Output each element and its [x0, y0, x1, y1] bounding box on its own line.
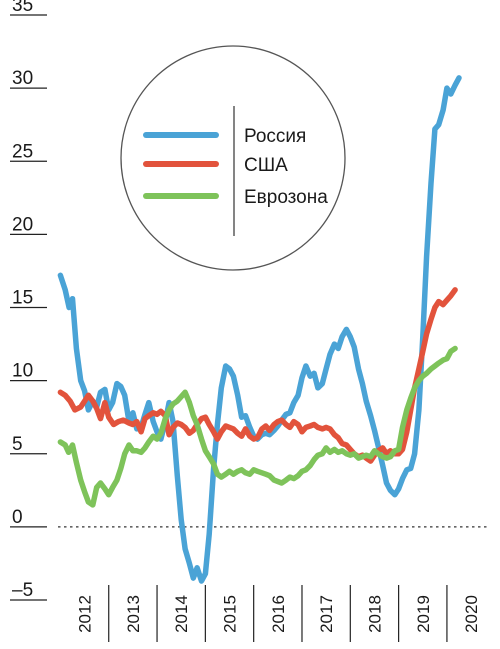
- y-tick-label: 15: [12, 288, 33, 309]
- x-tick-label: 2016: [269, 595, 288, 633]
- legend-label: Еврозона: [244, 187, 328, 208]
- x-tick-label: 2012: [76, 595, 95, 633]
- y-axis: –5 0 5 10 15 20 25 30 35: [10, 0, 47, 601]
- y-tick-label: 10: [12, 361, 33, 382]
- x-tick-label: 2019: [414, 595, 433, 633]
- y-tick-label: 30: [12, 68, 33, 89]
- series-line-7ec35a: [57, 345, 458, 508]
- x-tick-label: 2014: [172, 595, 191, 633]
- legend-label: Россия: [244, 126, 306, 147]
- x-tick-label: 2013: [124, 595, 143, 633]
- x-tick-label: 2015: [221, 595, 240, 633]
- x-tick-label: 2017: [317, 595, 336, 633]
- y-tick-label: 20: [12, 214, 33, 235]
- x-tick-label: 2020: [462, 595, 481, 633]
- y-tick-label: –5: [12, 580, 33, 601]
- legend: Россия США Еврозона: [120, 45, 346, 271]
- series-layer: [57, 75, 462, 584]
- legend-label: США: [244, 155, 288, 176]
- y-tick-label: 5: [12, 434, 23, 455]
- y-tick-label: 25: [12, 141, 33, 162]
- legend-items: Россия США Еврозона: [143, 126, 328, 208]
- y-tick-label: 35: [12, 0, 33, 16]
- x-axis: 2012 2013 2014 2015 2016 2017 2018 2019 2020: [76, 585, 481, 642]
- y-tick-label: 0: [12, 507, 23, 528]
- legend-circle: [120, 45, 346, 271]
- x-tick-label: 2018: [366, 595, 385, 633]
- series-line-e2533c: [57, 287, 458, 464]
